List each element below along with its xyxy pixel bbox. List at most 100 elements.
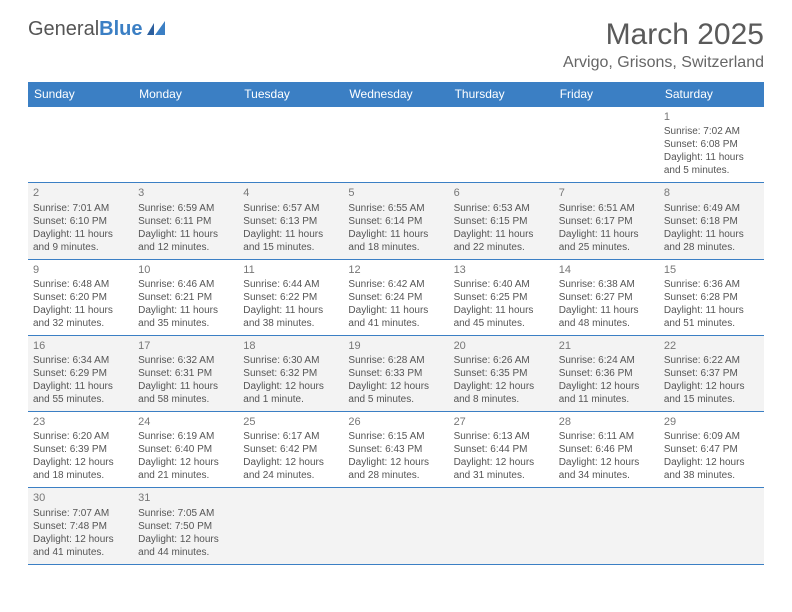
sunset-text: Sunset: 6:39 PM <box>33 443 128 456</box>
daylight-text: Daylight: 11 hours and 38 minutes. <box>243 304 338 330</box>
daylight-text: Daylight: 12 hours and 38 minutes. <box>664 456 759 482</box>
day-cell: 13Sunrise: 6:40 AMSunset: 6:25 PMDayligh… <box>449 259 554 335</box>
day-number: 17 <box>138 339 233 353</box>
daylight-text: Daylight: 12 hours and 21 minutes. <box>138 456 233 482</box>
sunrise-text: Sunrise: 6:36 AM <box>664 278 759 291</box>
day-cell: 30Sunrise: 7:07 AMSunset: 7:48 PMDayligh… <box>28 488 133 564</box>
daylight-text: Daylight: 12 hours and 1 minute. <box>243 380 338 406</box>
day-number: 20 <box>454 339 549 353</box>
daylight-text: Daylight: 11 hours and 35 minutes. <box>138 304 233 330</box>
sunrise-text: Sunrise: 6:22 AM <box>664 354 759 367</box>
day-cell: 28Sunrise: 6:11 AMSunset: 6:46 PMDayligh… <box>554 412 659 488</box>
day-cell <box>554 488 659 564</box>
day-cell: 23Sunrise: 6:20 AMSunset: 6:39 PMDayligh… <box>28 412 133 488</box>
day-cell: 8Sunrise: 6:49 AMSunset: 6:18 PMDaylight… <box>659 183 764 259</box>
day-number: 30 <box>33 491 128 505</box>
sunrise-text: Sunrise: 6:19 AM <box>138 430 233 443</box>
day-cell <box>449 488 554 564</box>
day-number: 18 <box>243 339 338 353</box>
sunset-text: Sunset: 6:20 PM <box>33 291 128 304</box>
day-number: 31 <box>138 491 233 505</box>
day-number: 10 <box>138 263 233 277</box>
daylight-text: Daylight: 12 hours and 28 minutes. <box>348 456 443 482</box>
day-cell: 10Sunrise: 6:46 AMSunset: 6:21 PMDayligh… <box>133 259 238 335</box>
day-cell <box>554 107 659 183</box>
sunset-text: Sunset: 6:46 PM <box>559 443 654 456</box>
week-row: 1Sunrise: 7:02 AMSunset: 6:08 PMDaylight… <box>28 107 764 183</box>
day-cell: 31Sunrise: 7:05 AMSunset: 7:50 PMDayligh… <box>133 488 238 564</box>
sunset-text: Sunset: 6:15 PM <box>454 215 549 228</box>
day-cell: 9Sunrise: 6:48 AMSunset: 6:20 PMDaylight… <box>28 259 133 335</box>
daylight-text: Daylight: 11 hours and 45 minutes. <box>454 304 549 330</box>
sunset-text: Sunset: 7:50 PM <box>138 520 233 533</box>
day-number: 11 <box>243 263 338 277</box>
daylight-text: Daylight: 12 hours and 5 minutes. <box>348 380 443 406</box>
sunrise-text: Sunrise: 6:38 AM <box>559 278 654 291</box>
sunset-text: Sunset: 6:31 PM <box>138 367 233 380</box>
day-number: 28 <box>559 415 654 429</box>
day-number: 14 <box>559 263 654 277</box>
sunrise-text: Sunrise: 6:44 AM <box>243 278 338 291</box>
sunrise-text: Sunrise: 6:57 AM <box>243 202 338 215</box>
day-cell <box>659 488 764 564</box>
sunrise-text: Sunrise: 6:15 AM <box>348 430 443 443</box>
title-block: March 2025 Arvigo, Grisons, Switzerland <box>563 18 764 72</box>
day-number: 7 <box>559 186 654 200</box>
daylight-text: Daylight: 11 hours and 12 minutes. <box>138 228 233 254</box>
sunset-text: Sunset: 6:40 PM <box>138 443 233 456</box>
daylight-text: Daylight: 11 hours and 15 minutes. <box>243 228 338 254</box>
day-cell: 4Sunrise: 6:57 AMSunset: 6:13 PMDaylight… <box>238 183 343 259</box>
day-cell: 24Sunrise: 6:19 AMSunset: 6:40 PMDayligh… <box>133 412 238 488</box>
sunrise-text: Sunrise: 7:05 AM <box>138 507 233 520</box>
logo-text-2: Blue <box>99 18 142 40</box>
sunset-text: Sunset: 6:42 PM <box>243 443 338 456</box>
day-number: 26 <box>348 415 443 429</box>
day-header-row: SundayMondayTuesdayWednesdayThursdayFrid… <box>28 82 764 107</box>
day-number: 22 <box>664 339 759 353</box>
day-cell: 25Sunrise: 6:17 AMSunset: 6:42 PMDayligh… <box>238 412 343 488</box>
sunrise-text: Sunrise: 6:49 AM <box>664 202 759 215</box>
day-number: 6 <box>454 186 549 200</box>
daylight-text: Daylight: 11 hours and 55 minutes. <box>33 380 128 406</box>
sunset-text: Sunset: 6:21 PM <box>138 291 233 304</box>
day-cell <box>449 107 554 183</box>
daylight-text: Daylight: 11 hours and 32 minutes. <box>33 304 128 330</box>
day-cell: 1Sunrise: 7:02 AMSunset: 6:08 PMDaylight… <box>659 107 764 183</box>
daylight-text: Daylight: 11 hours and 9 minutes. <box>33 228 128 254</box>
sunset-text: Sunset: 6:36 PM <box>559 367 654 380</box>
day-cell <box>343 107 448 183</box>
day-number: 16 <box>33 339 128 353</box>
day-number: 29 <box>664 415 759 429</box>
daylight-text: Daylight: 11 hours and 18 minutes. <box>348 228 443 254</box>
daylight-text: Daylight: 12 hours and 41 minutes. <box>33 533 128 559</box>
day-number: 25 <box>243 415 338 429</box>
day-cell <box>343 488 448 564</box>
sunrise-text: Sunrise: 6:34 AM <box>33 354 128 367</box>
sunset-text: Sunset: 6:37 PM <box>664 367 759 380</box>
logo-text: GeneralBlue <box>28 18 143 41</box>
daylight-text: Daylight: 12 hours and 34 minutes. <box>559 456 654 482</box>
sunrise-text: Sunrise: 6:48 AM <box>33 278 128 291</box>
daylight-text: Daylight: 12 hours and 18 minutes. <box>33 456 128 482</box>
day-header-cell: Monday <box>133 82 238 107</box>
daylight-text: Daylight: 11 hours and 41 minutes. <box>348 304 443 330</box>
day-cell: 5Sunrise: 6:55 AMSunset: 6:14 PMDaylight… <box>343 183 448 259</box>
day-cell <box>238 107 343 183</box>
day-cell: 29Sunrise: 6:09 AMSunset: 6:47 PMDayligh… <box>659 412 764 488</box>
day-header-cell: Saturday <box>659 82 764 107</box>
day-cell: 18Sunrise: 6:30 AMSunset: 6:32 PMDayligh… <box>238 335 343 411</box>
day-number: 21 <box>559 339 654 353</box>
sunset-text: Sunset: 6:11 PM <box>138 215 233 228</box>
sunrise-text: Sunrise: 6:24 AM <box>559 354 654 367</box>
day-header-cell: Friday <box>554 82 659 107</box>
day-cell: 14Sunrise: 6:38 AMSunset: 6:27 PMDayligh… <box>554 259 659 335</box>
daylight-text: Daylight: 11 hours and 22 minutes. <box>454 228 549 254</box>
day-number: 15 <box>664 263 759 277</box>
sunset-text: Sunset: 6:35 PM <box>454 367 549 380</box>
daylight-text: Daylight: 11 hours and 5 minutes. <box>664 151 759 177</box>
day-number: 9 <box>33 263 128 277</box>
logo-text-1: General <box>28 18 99 40</box>
sunset-text: Sunset: 7:48 PM <box>33 520 128 533</box>
sunrise-text: Sunrise: 6:42 AM <box>348 278 443 291</box>
day-cell <box>28 107 133 183</box>
